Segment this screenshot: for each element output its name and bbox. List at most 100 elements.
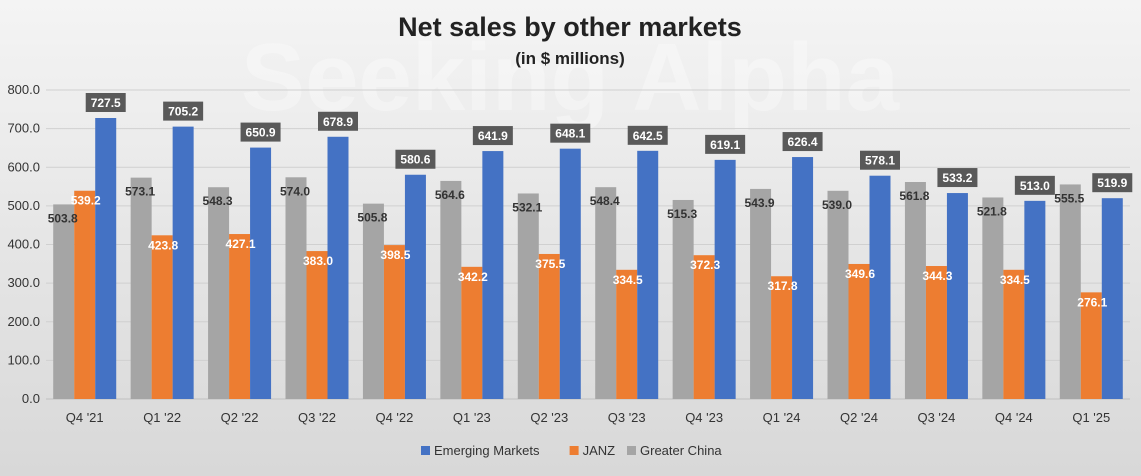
data-label-box <box>860 150 900 170</box>
data-label-greater-china: 505.8 <box>357 211 387 225</box>
bar-emerging-markets <box>792 157 814 399</box>
data-label-janz: 423.8 <box>148 238 178 252</box>
data-label-greater-china: 532.1 <box>512 200 542 214</box>
x-axis-categories: Q4 '21 Q1 '22 Q2 '22 Q3 '22 Q4 '22 Q1 '23 Q2 '… <box>66 410 1110 425</box>
data-label-janz: 334.5 <box>1000 273 1030 287</box>
y-tick-label: 600.0 <box>7 159 40 174</box>
bar-emerging-markets <box>637 150 659 399</box>
bar-janz <box>151 235 173 399</box>
bar-janz <box>1080 292 1102 399</box>
legend: Emerging Markets JANZ Greater China <box>421 443 722 458</box>
x-category-label: Q2 '24 <box>840 410 878 425</box>
data-label-janz: 539.2 <box>71 194 101 208</box>
data-label-greater-china: 574.0 <box>280 184 310 198</box>
data-label-janz: 317.8 <box>768 279 798 293</box>
bar-emerging-markets <box>1101 198 1123 399</box>
y-tick-label: 300.0 <box>7 275 40 290</box>
y-tick-label: 400.0 <box>7 237 40 252</box>
bar-greater-china <box>904 182 926 399</box>
bar-greater-china <box>982 197 1004 399</box>
bar-janz <box>693 255 715 399</box>
x-category-label: Q4 '23 <box>685 410 723 425</box>
data-label-emerging-markets: 648.1 <box>555 127 585 141</box>
data-label-greater-china: 548.3 <box>203 194 233 208</box>
x-category-label: Q1 '24 <box>763 410 801 425</box>
data-label-box <box>627 125 668 145</box>
data-label-emerging-markets: 642.5 <box>633 129 663 143</box>
y-tick-label: 800.0 <box>7 82 40 97</box>
bar-janz <box>383 245 405 399</box>
bar-greater-china <box>130 177 152 399</box>
data-label-box <box>550 123 591 143</box>
data-label-box <box>240 122 281 142</box>
data-label-emerging-markets: 580.6 <box>400 153 430 167</box>
chart-subtitle: (in $ millions) <box>515 49 625 68</box>
bar-greater-china <box>595 187 617 399</box>
bar-janz <box>1003 269 1025 399</box>
x-category-label: Q1 '22 <box>143 410 181 425</box>
y-tick-label: 0.0 <box>22 391 40 406</box>
data-label-emerging-markets: 619.1 <box>710 138 740 152</box>
data-label-greater-china: 539.0 <box>822 198 852 212</box>
data-label-box <box>472 126 513 146</box>
data-label-greater-china: 573.1 <box>125 185 155 199</box>
data-label-greater-china: 503.8 <box>48 211 78 225</box>
bar-emerging-markets <box>714 159 736 399</box>
data-label-box <box>395 149 436 169</box>
data-label-emerging-markets: 727.5 <box>91 96 121 110</box>
data-label-janz: 349.6 <box>845 267 875 281</box>
data-label-emerging-markets: 626.4 <box>788 135 818 149</box>
chart-title: Net sales by other markets <box>398 12 742 42</box>
data-label-greater-china: 515.3 <box>667 207 697 221</box>
x-category-label: Q1 '23 <box>453 410 491 425</box>
data-label-emerging-markets: 678.9 <box>323 115 353 129</box>
x-category-label: Q3 '24 <box>917 410 955 425</box>
data-label-emerging-markets: 533.2 <box>942 171 972 185</box>
data-label-janz: 344.3 <box>922 269 952 283</box>
data-label-greater-china: 543.9 <box>745 196 775 210</box>
data-label-box <box>163 101 204 121</box>
x-category-label: Q4 '21 <box>66 410 104 425</box>
data-label-emerging-markets: 641.9 <box>478 129 508 143</box>
data-label-box <box>318 111 358 131</box>
data-label-janz: 427.1 <box>226 237 256 251</box>
data-label-emerging-markets: 578.1 <box>865 154 895 168</box>
bar-janz <box>925 266 947 399</box>
data-labels: 503.8 539.2 727.5 573.1 423.8 705.2 548.3 427.1… <box>48 93 1133 309</box>
data-label-greater-china: 555.5 <box>1054 191 1084 205</box>
x-category-label: Q3 '22 <box>298 410 336 425</box>
bar-greater-china <box>517 193 539 399</box>
data-label-greater-china: 564.6 <box>435 188 465 202</box>
bar-greater-china <box>440 180 462 399</box>
y-tick-label: 700.0 <box>7 121 40 136</box>
legend-label: Greater China <box>640 443 722 458</box>
data-label-janz: 334.5 <box>613 273 643 287</box>
bar-greater-china <box>750 188 772 399</box>
bar-greater-china <box>827 190 849 399</box>
y-tick-label: 200.0 <box>7 314 40 329</box>
bar-janz <box>229 234 251 399</box>
legend-swatch <box>421 446 430 455</box>
legend-swatch <box>627 446 636 455</box>
data-label-greater-china: 521.8 <box>977 204 1007 218</box>
data-label-box <box>782 132 823 152</box>
bar-janz <box>771 276 793 399</box>
bar-janz <box>616 269 638 399</box>
bar-janz <box>74 190 96 399</box>
bar-greater-china <box>362 203 384 399</box>
bar-emerging-markets <box>559 148 581 399</box>
bar-janz <box>461 266 483 399</box>
data-label-janz: 398.5 <box>380 248 410 262</box>
bar-janz <box>848 263 870 399</box>
bar-emerging-markets <box>95 118 117 400</box>
bar-greater-china <box>672 199 694 399</box>
bars <box>53 118 1123 400</box>
bar-janz <box>306 251 328 399</box>
bar-emerging-markets <box>869 175 891 399</box>
bar-greater-china <box>1059 184 1081 399</box>
bar-greater-china <box>285 177 307 399</box>
data-label-greater-china: 548.4 <box>590 194 620 208</box>
data-label-emerging-markets: 650.9 <box>246 126 276 140</box>
data-label-box <box>1014 175 1055 195</box>
